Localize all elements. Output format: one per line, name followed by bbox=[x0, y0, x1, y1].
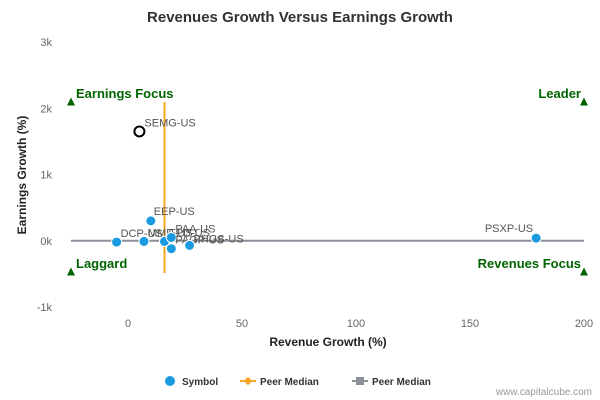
point-label-dcp-us: DCP-US bbox=[121, 228, 163, 240]
y-tick-label: -1k bbox=[37, 302, 53, 314]
legend-x-median-marker bbox=[243, 376, 253, 386]
quadrant-label-leader: Leader bbox=[538, 86, 581, 101]
quadrant-marker-bottom-right bbox=[580, 267, 588, 276]
x-tick-label: 0 bbox=[125, 318, 131, 330]
point-label-paa-us: PAA-US bbox=[175, 223, 215, 235]
legend: Symbol Peer Median Peer Median bbox=[165, 376, 431, 388]
y-axis-ticks: 3k 2k 1k 0k -1k bbox=[37, 37, 53, 314]
quadrant-labels: Earnings Focus Leader Laggard Revenues Focu… bbox=[67, 86, 588, 276]
point-label-epd-us: EPD-US bbox=[168, 227, 210, 239]
credit-text: www.capitalcube.com bbox=[495, 387, 592, 398]
legend-y-median-marker bbox=[356, 377, 364, 385]
legend-symbol-marker bbox=[165, 376, 175, 386]
point-dcp-us bbox=[111, 236, 123, 248]
point-psxp-us bbox=[530, 232, 542, 244]
x-tick-label: 100 bbox=[347, 318, 365, 330]
quadrant-marker-top-right bbox=[580, 97, 588, 106]
point-label-semg-us: SEMG-US bbox=[144, 117, 195, 129]
x-axis-ticks: 0 50 100 150 200 bbox=[125, 318, 593, 330]
point-label-psxp-us: PSXP-US bbox=[485, 223, 533, 235]
point-label-eep-us: EEP-US bbox=[154, 206, 195, 218]
point-phgs-us bbox=[184, 239, 196, 251]
chart-title: Revenues Growth Versus Earnings Growth bbox=[147, 9, 453, 26]
quadrant-label-laggard: Laggard bbox=[76, 256, 127, 271]
point-pagp-us bbox=[165, 243, 177, 255]
x-tick-label: 200 bbox=[575, 318, 593, 330]
y-tick-label: 3k bbox=[40, 37, 52, 49]
point-label-phgs-us: PHGS-US bbox=[194, 233, 244, 245]
quadrant-label-earnings-focus: Earnings Focus bbox=[76, 86, 174, 101]
point-paa-us bbox=[165, 231, 177, 243]
x-axis-title: Revenue Growth (%) bbox=[269, 335, 386, 349]
y-tick-label: 0k bbox=[40, 236, 52, 248]
point-semg-us bbox=[133, 125, 146, 138]
y-tick-label: 1k bbox=[40, 170, 52, 182]
legend-label: Symbol bbox=[182, 377, 218, 388]
legend-label: Peer Median bbox=[260, 377, 319, 388]
legend-label: Peer Median bbox=[372, 377, 431, 388]
y-tick-label: 2k bbox=[40, 103, 52, 115]
quadrant-marker-bottom-left bbox=[67, 267, 75, 276]
x-tick-label: 150 bbox=[461, 318, 479, 330]
quadrant-label-revenues-focus: Revenues Focus bbox=[478, 256, 581, 271]
data-points: SEMG-USEEP-USDCP-USMMP-USEPD-USPAA-USPAG… bbox=[111, 117, 542, 255]
y-axis-title: Earnings Growth (%) bbox=[15, 116, 29, 235]
x-tick-label: 50 bbox=[236, 318, 248, 330]
point-mmp-us bbox=[138, 235, 150, 247]
point-eep-us bbox=[145, 215, 157, 227]
quadrant-marker-top-left bbox=[67, 97, 75, 106]
